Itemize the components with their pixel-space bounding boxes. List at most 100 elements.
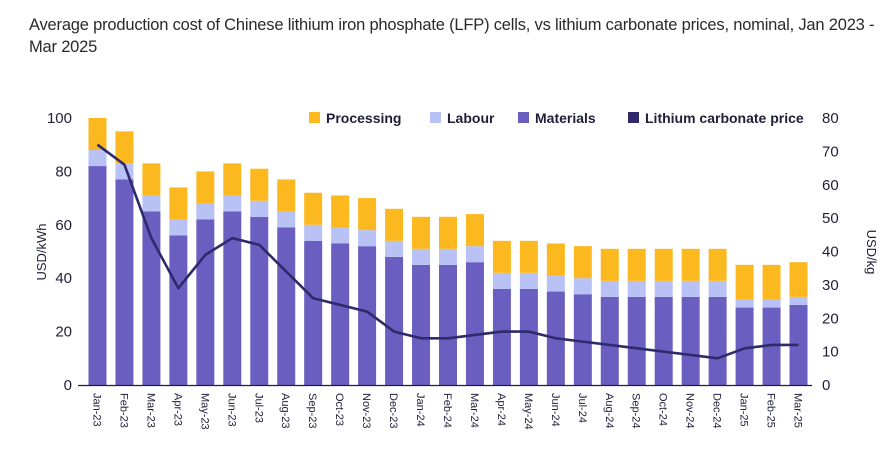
- y-right-tick-label: 10: [822, 344, 839, 361]
- bar-processing-sep-24: [627, 248, 646, 281]
- bars-layer: [88, 118, 808, 385]
- x-tick-label: Nov-24: [684, 393, 696, 428]
- bar-labour-jan-25: [735, 299, 754, 308]
- legend-item-materials: Materials: [518, 110, 596, 126]
- y-right-tick-label: 50: [822, 210, 839, 227]
- bar-labour-oct-24: [654, 280, 673, 297]
- x-tick-label: Oct-24: [657, 393, 669, 426]
- y-right-tick-label: 20: [822, 310, 839, 327]
- bar-materials-jan-23: [88, 166, 107, 385]
- x-tick-label: Feb-25: [765, 393, 777, 428]
- x-tick-label: Feb-23: [117, 393, 129, 428]
- bar-processing-may-24: [519, 240, 538, 273]
- bar-materials-sep-23: [304, 240, 323, 385]
- bar-materials-mar-23: [142, 211, 161, 385]
- legend-swatch: [430, 112, 441, 123]
- x-tick-label: Jul-23: [252, 393, 264, 423]
- bar-labour-dec-23: [385, 240, 404, 257]
- legend-swatch: [518, 112, 529, 123]
- bar-materials-feb-23: [115, 179, 134, 385]
- x-tick-label: Jan-23: [90, 393, 102, 427]
- axes-layer: 0 20 40 60 80 100 0 10 20 30 40 50 60 70 80 USD/kWh USD/…: [34, 110, 879, 430]
- bar-materials-oct-24: [654, 296, 673, 385]
- x-tick-label: Dec-23: [387, 393, 399, 428]
- x-tick-label: Aug-23: [279, 393, 291, 428]
- bar-labour-dec-24: [708, 280, 727, 297]
- legend-item-processing: Processing: [309, 110, 401, 126]
- legend: Processing Labour Materials Lithium carbona…: [309, 110, 804, 126]
- x-tick-label: May-24: [522, 393, 534, 430]
- y-right-axis-title: USD/kg: [864, 230, 879, 275]
- bar-labour-nov-23: [358, 230, 377, 247]
- y-left-axis-title: USD/kWh: [34, 223, 49, 280]
- bar-processing-nov-24: [681, 248, 700, 281]
- x-tick-label: Mar-25: [792, 393, 804, 428]
- legend-label: Lithium carbonate price: [645, 110, 804, 126]
- bar-labour-jul-23: [250, 200, 269, 217]
- bar-labour-oct-23: [331, 227, 350, 244]
- x-tick-label: Oct-23: [333, 393, 345, 426]
- bar-processing-jan-25: [735, 264, 754, 300]
- x-tick-label: Apr-24: [495, 393, 507, 426]
- bar-materials-aug-23: [277, 227, 296, 385]
- legend-swatch: [628, 112, 639, 123]
- x-tick-label: May-23: [198, 393, 210, 430]
- bar-materials-oct-23: [331, 243, 350, 385]
- bar-processing-jul-23: [250, 168, 269, 201]
- x-tick-label: Jan-25: [738, 393, 750, 427]
- x-tick-label: Mar-23: [144, 393, 156, 428]
- bar-processing-mar-25: [789, 262, 808, 297]
- bar-materials-jan-25: [735, 307, 754, 385]
- bar-labour-jun-24: [546, 275, 565, 292]
- bar-labour-feb-25: [762, 299, 781, 308]
- x-tick-label: Dec-24: [711, 393, 723, 428]
- bar-labour-mar-23: [142, 195, 161, 212]
- bar-labour-may-23: [196, 203, 215, 220]
- y-right-tick-label: 30: [822, 277, 839, 294]
- bar-labour-jan-23: [88, 150, 107, 167]
- y-right-tick-label: 70: [822, 143, 839, 160]
- bar-materials-sep-24: [627, 296, 646, 385]
- x-tick-label: Jun-23: [225, 393, 237, 427]
- bar-processing-jan-24: [412, 216, 431, 249]
- bar-labour-aug-24: [600, 280, 619, 297]
- legend-label: Labour: [447, 110, 495, 126]
- bar-materials-mar-24: [465, 262, 484, 385]
- bar-labour-jun-23: [223, 195, 242, 212]
- y-right-tick-label: 0: [822, 377, 830, 394]
- bar-processing-mar-24: [465, 214, 484, 247]
- bar-processing-apr-24: [492, 240, 511, 273]
- bar-materials-jul-24: [573, 294, 592, 385]
- bar-processing-feb-25: [762, 264, 781, 300]
- legend-item-labour: Labour: [430, 110, 495, 126]
- legend-swatch: [309, 112, 320, 123]
- bar-processing-feb-23: [115, 131, 134, 164]
- bar-materials-may-23: [196, 219, 215, 385]
- bar-materials-apr-23: [169, 235, 188, 385]
- line-layer: [96, 143, 799, 360]
- chart-title: Average production cost of Chinese lithi…: [29, 16, 875, 56]
- legend-label: Materials: [535, 110, 596, 126]
- bar-processing-oct-23: [331, 195, 350, 228]
- bar-processing-jun-23: [223, 163, 242, 196]
- bar-materials-dec-24: [708, 296, 727, 385]
- bar-processing-nov-23: [358, 198, 377, 231]
- bar-labour-nov-24: [681, 280, 700, 297]
- bar-processing-mar-23: [142, 163, 161, 196]
- bar-labour-jan-24: [412, 248, 431, 265]
- bar-processing-jun-24: [546, 243, 565, 276]
- y-right-tick-label: 80: [822, 110, 839, 127]
- bar-labour-mar-24: [465, 246, 484, 263]
- bar-materials-dec-23: [385, 256, 404, 385]
- bar-materials-apr-24: [492, 288, 511, 385]
- bar-labour-may-24: [519, 272, 538, 289]
- bar-processing-may-23: [196, 171, 215, 204]
- bar-labour-apr-23: [169, 219, 188, 236]
- bar-processing-oct-24: [654, 248, 673, 281]
- y-left-tick-label: 20: [55, 324, 72, 341]
- x-tick-label: Apr-23: [171, 393, 183, 426]
- legend-item-lithium-carbonate-price: Lithium carbonate price: [628, 110, 804, 126]
- bar-materials-may-24: [519, 288, 538, 385]
- bar-materials-jun-23: [223, 211, 242, 385]
- bar-labour-sep-23: [304, 224, 323, 241]
